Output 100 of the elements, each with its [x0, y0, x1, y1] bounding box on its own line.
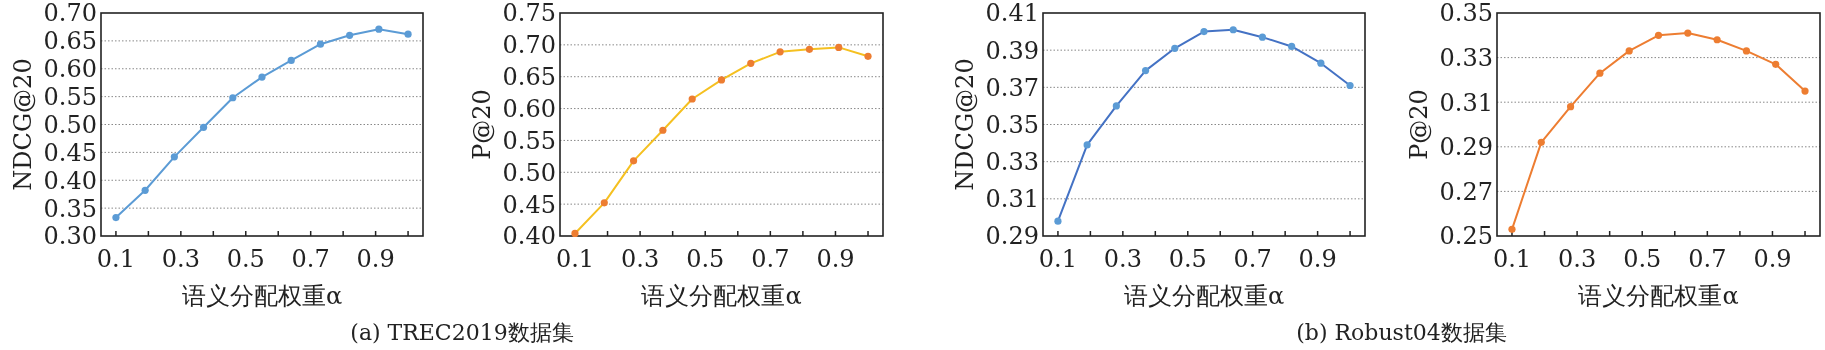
y-tick-label: 0.55	[43, 83, 97, 112]
x-tick-label: 0.3	[621, 245, 660, 273]
x-tick-label: 0.5	[226, 245, 265, 273]
point	[141, 186, 149, 194]
y-tick-label: 0.70	[502, 31, 556, 60]
point	[199, 123, 208, 131]
y-tick-label: 0.30	[43, 222, 97, 251]
point	[346, 31, 354, 39]
point	[629, 157, 638, 165]
point	[1141, 67, 1150, 75]
y-axis-title: P@20	[468, 89, 496, 160]
y-tick-label: 0.29	[985, 222, 1039, 251]
x-tick-label: 0.9	[816, 245, 855, 273]
point	[1346, 81, 1354, 90]
x-axis-title: 语义分配权重α	[181, 282, 343, 310]
y-tick-label: 0.50	[43, 110, 97, 139]
x-tick-label: 0.7	[1233, 245, 1272, 273]
point	[287, 56, 295, 64]
y-tick-label: 0.37	[985, 73, 1039, 102]
point	[805, 45, 814, 53]
y-tick-label: 0.35	[1439, 0, 1493, 28]
point	[1566, 103, 1575, 111]
x-tick-label: 0.5	[686, 245, 725, 273]
point	[112, 214, 120, 222]
x-tick-label: 0.1	[1492, 245, 1532, 273]
point	[1258, 33, 1267, 41]
y-tick-label: 0.27	[1439, 177, 1493, 206]
x-tick-label: 0.3	[161, 245, 200, 273]
y-tick-label: 0.40	[502, 222, 556, 251]
text: (a) TREC2019数据集	[350, 320, 574, 345]
point	[1288, 42, 1296, 51]
y-tick-label: 0.35	[985, 110, 1039, 139]
point	[600, 199, 608, 207]
x-axis-title: 语义分配权重α	[1123, 282, 1285, 310]
point	[717, 76, 726, 84]
x-axis-title: 语义分配权重α	[641, 282, 802, 310]
y-tick-label: 0.70	[43, 0, 97, 28]
point	[1684, 29, 1692, 37]
y-tick-label: 0.40	[43, 166, 97, 195]
y-tick-label: 0.60	[43, 55, 97, 84]
point	[688, 95, 696, 103]
x-tick-label: 0.9	[1298, 245, 1337, 273]
point	[258, 73, 266, 81]
x-tick-label: 0.1	[1038, 245, 1078, 273]
point	[1654, 31, 1663, 39]
point	[1200, 27, 1208, 36]
point	[776, 48, 784, 56]
x-tick-label: 0.9	[1753, 245, 1792, 273]
y-axis-title: NDCG@20	[951, 58, 979, 191]
point	[1112, 102, 1120, 110]
point	[1537, 138, 1545, 146]
y-tick-label: 0.60	[502, 94, 556, 123]
point	[229, 94, 237, 102]
point	[1772, 60, 1780, 68]
x-tick-label: 0.3	[1103, 245, 1142, 273]
x-tick-label: 0.9	[356, 245, 395, 273]
point	[1229, 26, 1237, 34]
y-tick-label: 0.31	[985, 185, 1039, 214]
x-tick-label: 0.3	[1558, 245, 1597, 273]
y-tick-label: 0.41	[985, 0, 1039, 28]
point	[659, 126, 667, 134]
y-tick-label: 0.33	[985, 148, 1039, 177]
x-axis-title: 语义分配权重α	[1578, 282, 1739, 310]
y-axis-title: P@20	[1405, 89, 1433, 160]
y-tick-label: 0.35	[43, 194, 97, 223]
x-tick-label: 0.7	[291, 245, 330, 273]
point	[404, 30, 412, 38]
point	[375, 25, 383, 33]
y-tick-label: 0.50	[502, 158, 556, 187]
point	[1171, 44, 1179, 52]
point	[1625, 47, 1633, 55]
y-tick-label: 0.45	[502, 190, 556, 219]
y-tick-label: 0.45	[43, 138, 97, 167]
y-tick-label: 0.75	[502, 0, 556, 28]
x-tick-label: 0.1	[96, 245, 136, 273]
point	[1508, 225, 1516, 233]
x-tick-label: 0.5	[1168, 245, 1207, 273]
point	[864, 52, 872, 60]
point	[1713, 36, 1721, 44]
point	[170, 153, 178, 161]
text: (b) Robust04数据集	[1296, 320, 1507, 345]
y-tick-label: 0.31	[1439, 88, 1493, 117]
x-tick-label: 0.7	[1688, 245, 1727, 273]
point	[316, 40, 325, 48]
y-tick-label: 0.33	[1439, 44, 1493, 72]
x-tick-label: 0.7	[751, 245, 790, 273]
point	[835, 43, 843, 52]
point	[1596, 69, 1604, 77]
point	[1054, 217, 1062, 225]
y-tick-label: 0.39	[985, 36, 1039, 65]
y-tick-label: 0.65	[502, 63, 556, 92]
y-tick-label: 0.29	[1439, 133, 1493, 162]
point	[747, 59, 755, 67]
point	[1801, 87, 1809, 95]
y-tick-label: 0.25	[1439, 222, 1493, 251]
point	[1317, 59, 1325, 67]
point	[1083, 141, 1091, 149]
x-tick-label: 0.5	[1623, 245, 1662, 273]
y-axis-title: NDCG@20	[9, 58, 37, 191]
y-tick-label: 0.65	[43, 27, 97, 56]
